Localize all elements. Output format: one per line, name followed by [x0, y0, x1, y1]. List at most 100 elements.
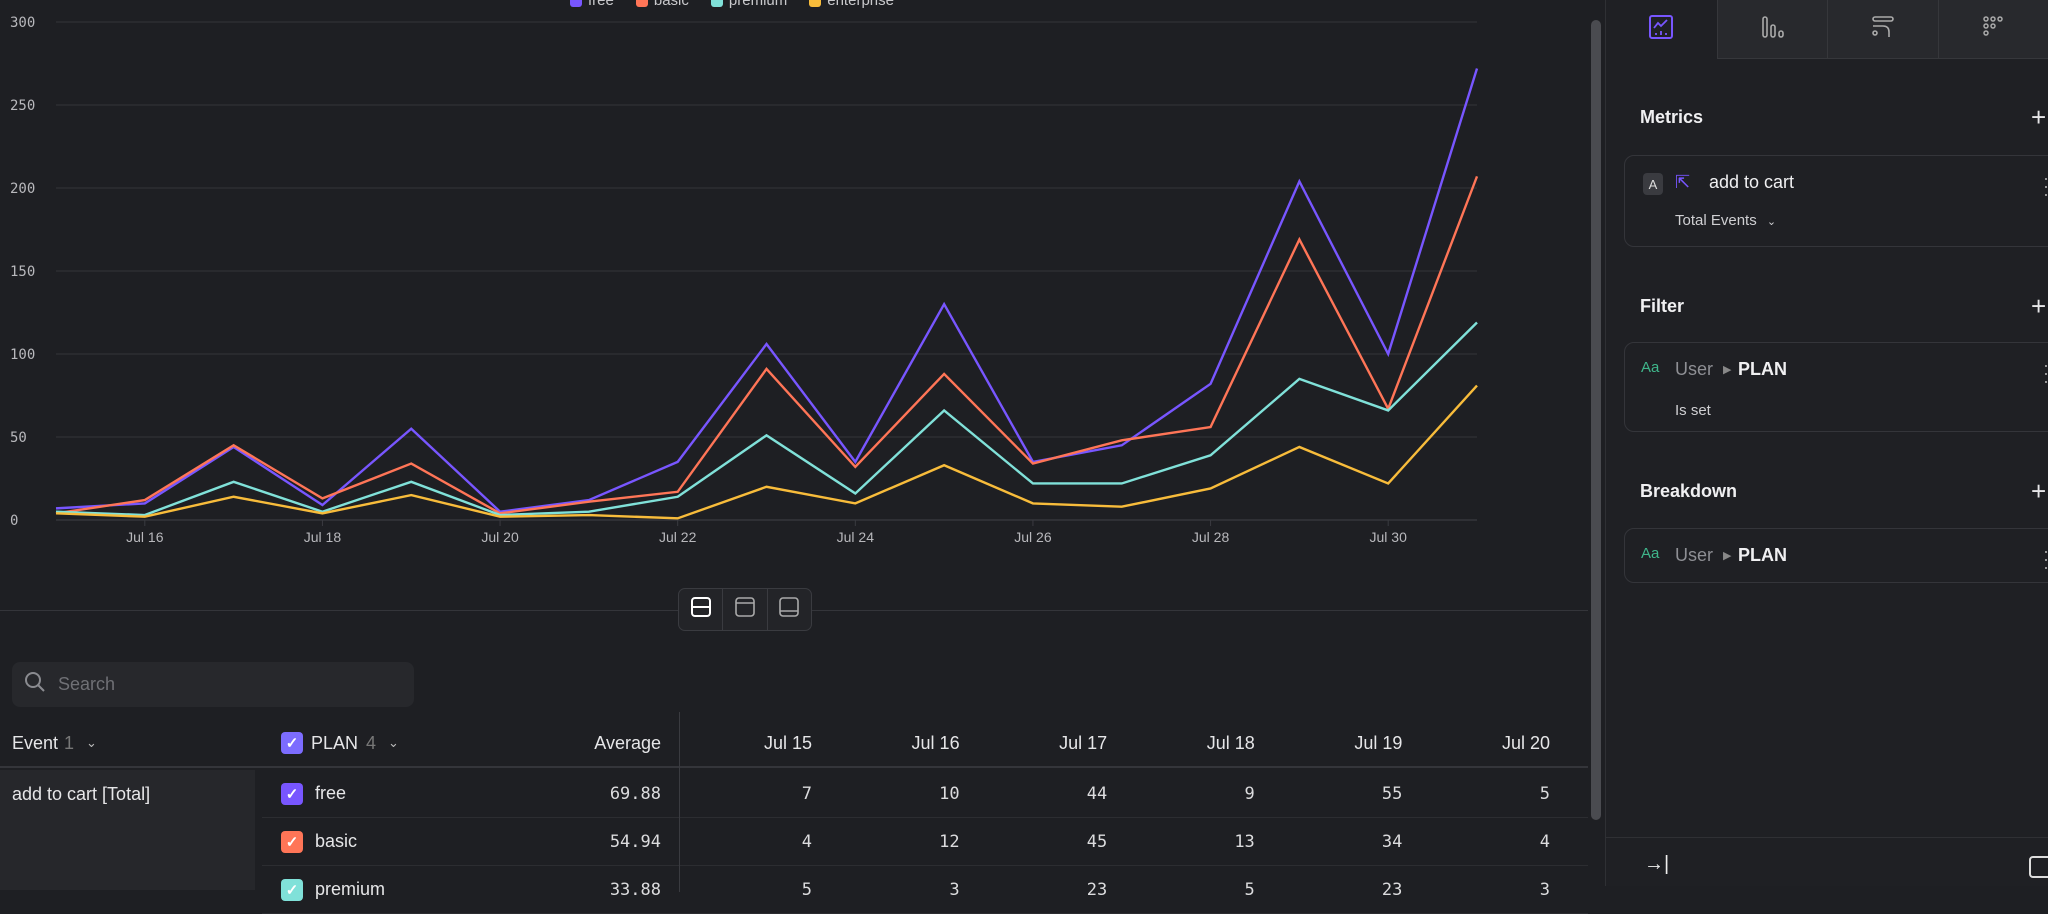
chevron-down-icon: ⌄	[1766, 216, 1777, 228]
date-column-header[interactable]: Jul 20	[1501, 732, 1550, 753]
y-tick-label: 250	[10, 98, 35, 114]
metric-event-name[interactable]: add to cart	[1709, 172, 1795, 192]
filter-entity: User	[1675, 359, 1714, 379]
table-search[interactable]	[12, 662, 414, 707]
date-column-header[interactable]: Jul 17	[1059, 732, 1108, 753]
panel-footer-divider	[1606, 837, 2048, 838]
string-property-icon: Aa	[1641, 545, 1660, 562]
search-input[interactable]	[58, 674, 378, 695]
more-options-icon[interactable]: ···	[2043, 356, 2048, 390]
select-all-checkbox[interactable]: ✓	[281, 732, 303, 754]
event-column-header[interactable]: Event 1 ⌄	[12, 720, 97, 766]
y-tick-label: 0	[10, 513, 18, 529]
series-label: free	[315, 783, 347, 803]
caret-right-icon: ▶	[1723, 550, 1732, 562]
series-checkbox[interactable]: ✓	[281, 782, 303, 805]
table-only-view-button[interactable]	[768, 589, 811, 630]
click-event-icon: ⇱	[1675, 172, 1691, 192]
filter-property: PLAN	[1738, 359, 1787, 379]
series-label: premium	[315, 879, 386, 899]
y-tick-label: 150	[10, 264, 35, 280]
value-cell: 23	[1381, 879, 1403, 900]
measure-label: Total Events	[1675, 212, 1757, 229]
grid-dots-icon	[1980, 13, 2008, 46]
y-tick-label: 100	[10, 347, 35, 363]
add-metric-button[interactable]: +	[2031, 102, 2047, 132]
event-cell: add to cart [Total]	[0, 770, 255, 890]
value-cell: 5	[1244, 879, 1255, 900]
view-toggle-group	[678, 588, 812, 631]
add-breakdown-button[interactable]: +	[2031, 476, 2047, 506]
filter-condition[interactable]: Is set	[1675, 402, 1711, 419]
main-scrollbar[interactable]	[1591, 20, 1601, 820]
table-header: Event 1 ⌄ ✓ PLAN 4 ⌄ Average Jul 15 Jul 1…	[0, 720, 1588, 768]
x-tick-label: Jul 24	[837, 529, 875, 545]
legend-label: free	[588, 0, 614, 9]
value-cell: 3	[949, 879, 960, 900]
search-icon	[24, 671, 46, 698]
caret-right-icon: ▶	[1723, 364, 1732, 376]
date-column-header[interactable]: Jul 19	[1354, 732, 1403, 753]
average-cell: 54.94	[609, 831, 661, 852]
value-cell: 3	[1539, 879, 1550, 900]
table-row: ✓ basic 54.94 4 12 45 13 34 4	[262, 818, 1588, 866]
panel-layout-icon[interactable]	[2029, 856, 2048, 878]
tab-insights[interactable]	[1606, 0, 1717, 59]
chevron-down-icon: ⌄	[86, 735, 97, 750]
chart-only-view-button[interactable]	[723, 589, 768, 630]
breakdown-entity: User	[1675, 545, 1714, 565]
filter-heading: Filter	[1640, 296, 1685, 316]
value-cell: 44	[1086, 783, 1108, 804]
date-column-header[interactable]: Jul 18	[1206, 732, 1255, 753]
add-filter-button[interactable]: +	[2031, 291, 2047, 321]
measure-dropdown[interactable]: Total Events ⌄	[1675, 212, 1776, 229]
tab-retention[interactable]	[1938, 0, 2048, 59]
plan-column-header[interactable]: ✓ PLAN 4 ⌄	[281, 720, 399, 766]
tab-funnels[interactable]	[1716, 0, 1828, 59]
tab-flows[interactable]	[1827, 0, 1939, 59]
report-type-tabs	[1606, 0, 2048, 59]
series-line-free	[55, 68, 1479, 513]
y-tick-label: 200	[10, 181, 35, 197]
value-cell: 23	[1086, 879, 1108, 900]
line-chart-icon	[1647, 13, 1675, 46]
average-column-header[interactable]: Average	[594, 732, 661, 753]
series-label-cell: ✓ premium	[281, 866, 385, 913]
chart-legend: free basic premium enterprise	[570, 0, 894, 9]
value-cell: 10	[939, 783, 960, 804]
legend-item-basic[interactable]: basic	[635, 0, 689, 9]
legend-label: basic	[653, 0, 689, 9]
average-cell: 69.88	[609, 783, 661, 804]
split-view-button[interactable]	[679, 589, 724, 630]
filter-card[interactable]: Aa User ▶ PLAN Is set ···	[1624, 342, 2048, 432]
legend-item-premium[interactable]: premium	[710, 0, 787, 9]
legend-swatch	[570, 0, 582, 7]
query-builder-panel: Metrics + A ⇱ add to cart Total Events ⌄…	[1605, 0, 2048, 886]
series-label-cell: ✓ basic	[281, 818, 357, 865]
legend-item-enterprise[interactable]: enterprise	[809, 0, 894, 9]
metric-card[interactable]: A ⇱ add to cart Total Events ⌄ ···	[1624, 155, 2048, 247]
breakdown-card[interactable]: Aa User ▶ PLAN ···	[1624, 528, 2048, 583]
more-options-icon[interactable]: ···	[2043, 169, 2048, 203]
string-property-icon: Aa	[1641, 359, 1660, 376]
date-column-header[interactable]: Jul 15	[763, 732, 812, 753]
bar-chart-icon	[1759, 13, 1787, 46]
x-tick-label: Jul 16	[126, 529, 164, 545]
legend-swatch	[710, 0, 723, 7]
date-column-header[interactable]: Jul 16	[911, 732, 960, 753]
series-line-basic	[55, 175, 1479, 515]
collapse-panel-icon[interactable]: →|	[1644, 853, 1670, 875]
chart-svg: 0 50 100 150 200 250 300 Jul 16 Jul 18 Jul 20 Jul …	[10, 15, 1479, 545]
series-checkbox[interactable]: ✓	[281, 830, 303, 853]
value-cell: 9	[1244, 783, 1255, 804]
breakdown-heading: Breakdown	[1640, 481, 1738, 501]
x-tick-label: Jul 20	[481, 529, 519, 545]
x-tick-label: Jul 26	[1014, 529, 1052, 545]
x-tick-label: Jul 28	[1192, 529, 1230, 545]
plan-header-label: PLAN	[311, 732, 359, 753]
series-label: basic	[315, 831, 358, 851]
legend-item-free[interactable]: free	[570, 0, 614, 9]
series-checkbox[interactable]: ✓	[281, 878, 303, 901]
more-options-icon[interactable]: ···	[2043, 542, 2048, 576]
metric-letter-badge: A	[1643, 173, 1663, 195]
